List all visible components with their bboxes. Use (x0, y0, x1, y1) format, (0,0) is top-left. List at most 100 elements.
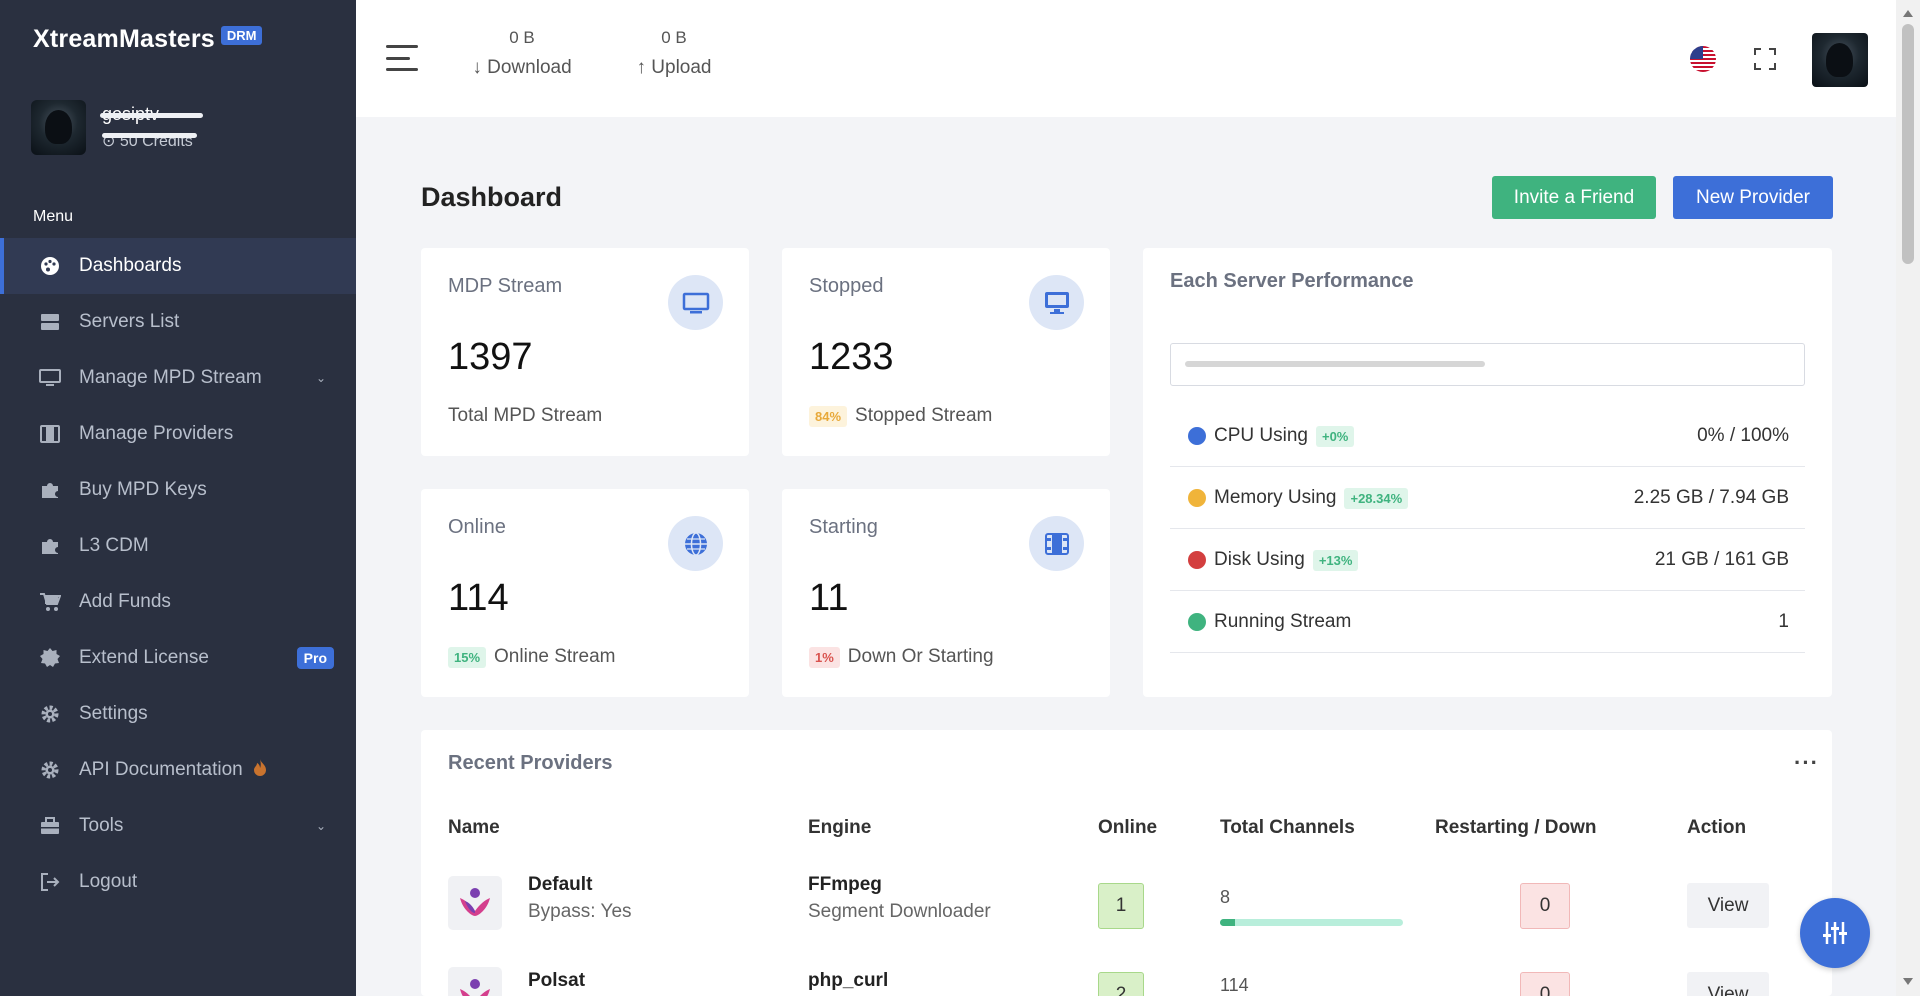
percent-badge: 1% (809, 646, 840, 668)
stat-card-mdp-stream: MDP Stream 1397 Total MPD Stream (421, 248, 749, 456)
online-count: 1 (1098, 883, 1144, 929)
sidebar-item-buy-mpd-keys[interactable]: Buy MPD Keys (0, 462, 356, 518)
avatar[interactable] (1812, 33, 1868, 87)
perf-tag: +0% (1315, 425, 1355, 447)
stat-sub: 15% Online Stream (448, 646, 615, 668)
total-channels: 114 (1220, 975, 1249, 995)
percent-badge: 84% (809, 405, 848, 427)
stat-label: MDP Stream (448, 275, 563, 297)
user-profile[interactable]: gosiptv ⊙ 50 Credits (31, 100, 203, 155)
avatar (31, 100, 86, 155)
settings-sliders-button[interactable] (1800, 898, 1870, 968)
provider-logo-icon (448, 876, 502, 930)
brand-badge: DRM (220, 26, 263, 45)
scroll-down-icon[interactable] (1903, 978, 1913, 985)
sidebar-item-settings[interactable]: Settings (0, 686, 356, 742)
chevron-down-icon: ⌄ (315, 371, 326, 385)
stat-card-online: Online 114 15% Online Stream (421, 489, 749, 697)
stat-value: 1397 (448, 336, 533, 378)
perf-row-running: Running Stream 1 (1170, 592, 1805, 653)
download-label: ↓ Download (472, 57, 572, 78)
stat-value: 11 (809, 577, 849, 619)
scroll-thumb[interactable] (1902, 24, 1914, 264)
perf-tag: +28.34% (1344, 487, 1409, 509)
sidebar-item-servers-list[interactable]: Servers List (0, 294, 356, 350)
scrollbar[interactable] (1896, 0, 1920, 996)
sidebar-item-label: Buy MPD Keys (79, 479, 207, 500)
online-count: 2 (1098, 972, 1144, 996)
menu-toggle-icon[interactable] (386, 45, 418, 71)
gear-icon (39, 703, 61, 725)
perf-label: Running Stream (1214, 611, 1352, 632)
desktop-icon (1029, 275, 1084, 330)
column-header: Name (448, 817, 500, 838)
download-value: 0 B (509, 28, 535, 47)
globe-icon (668, 516, 723, 571)
perf-tag: +13% (1312, 549, 1359, 571)
sliders-icon (1823, 922, 1847, 944)
download-stat: 0 B ↓ Download (466, 28, 578, 79)
status-dot (1188, 427, 1206, 445)
upload-stat: 0 B ↑ Upload (626, 28, 722, 79)
sidebar-item-label: Dashboards (79, 255, 182, 276)
down-count: 0 (1520, 883, 1570, 929)
server-select[interactable] (1170, 343, 1805, 386)
provider-name: Default (528, 874, 593, 895)
monitor-icon (39, 367, 61, 389)
new-provider-button[interactable]: New Provider (1673, 176, 1833, 219)
us-flag-icon[interactable] (1690, 46, 1716, 72)
view-button[interactable]: View (1687, 883, 1769, 928)
topbar: 0 B ↓ Download 0 B ↑ Upload (356, 0, 1896, 117)
sidebar-item-label: Tools (79, 815, 124, 836)
down-count: 0 (1520, 972, 1570, 996)
stat-card-stopped: Stopped 1233 84% Stopped Stream (782, 248, 1110, 456)
stat-value: 1233 (809, 336, 894, 378)
perf-row-memory: Memory Using +28.34% 2.25 GB / 7.94 GB (1170, 468, 1805, 529)
status-dot (1188, 551, 1206, 569)
sidebar-item-tools[interactable]: Tools ⌄ (0, 798, 356, 854)
provider-engine-sub: Segment Downloader (808, 901, 991, 922)
column-header: Restarting / Down (1435, 817, 1597, 838)
column-header: Engine (808, 817, 872, 838)
film-icon (39, 423, 61, 445)
sidebar-item-label: Settings (79, 703, 148, 724)
perf-row-disk: Disk Using +13% 21 GB / 161 GB (1170, 530, 1805, 591)
brand-name: XtreamMasters (33, 25, 215, 53)
more-options-icon[interactable]: ··· (1794, 750, 1819, 775)
column-header: Online (1098, 817, 1158, 838)
sidebar: XtreamMasters DRM gosiptv ⊙ 50 Credits M… (0, 0, 356, 996)
arrow-down-icon: ↓ (472, 57, 482, 78)
perf-row-cpu: CPU Using +0% 0% / 100% (1170, 406, 1805, 467)
brand[interactable]: XtreamMasters DRM (33, 25, 263, 54)
sidebar-item-l3-cdm[interactable]: L3 CDM (0, 518, 356, 574)
upload-value: 0 B (661, 28, 687, 47)
upload-label: ↑ Upload (636, 57, 712, 78)
sidebar-item-manage-providers[interactable]: Manage Providers (0, 406, 356, 462)
palette-icon (39, 255, 61, 277)
sidebar-item-dashboards[interactable]: Dashboards (0, 238, 356, 294)
sidebar-item-label: API Documentation (79, 759, 243, 780)
column-header: Total Channels (1220, 817, 1355, 838)
view-button[interactable]: View (1687, 972, 1769, 996)
perf-label: Memory Using (1214, 487, 1337, 508)
sidebar-item-label: Manage MPD Stream (79, 367, 262, 388)
toolbox-icon (39, 815, 61, 837)
column-header: Action (1687, 817, 1747, 838)
sidebar-item-label: Servers List (79, 311, 180, 332)
provider-name: Polsat (528, 970, 586, 991)
perf-label: CPU Using (1214, 425, 1308, 446)
fullscreen-icon[interactable] (1754, 48, 1776, 70)
sidebar-item-label: Logout (79, 871, 138, 892)
chevron-down-icon: ⌄ (315, 819, 326, 833)
sidebar-item-api-documentation[interactable]: API Documentation (0, 742, 356, 798)
stat-sub: 1% Down Or Starting (809, 646, 994, 668)
sidebar-item-add-funds[interactable]: Add Funds (0, 574, 356, 630)
perf-value: 0% / 100% (1697, 425, 1789, 446)
scroll-up-icon[interactable] (1903, 10, 1913, 17)
sidebar-item-manage-mpd-stream[interactable]: Manage MPD Stream ⌄ (0, 350, 356, 406)
invite-friend-button[interactable]: Invite a Friend (1492, 176, 1656, 219)
percent-badge: 15% (448, 646, 487, 668)
sidebar-item-extend-license[interactable]: Extend License Pro (0, 630, 356, 686)
perf-value: 21 GB / 161 GB (1654, 549, 1789, 570)
sidebar-item-logout[interactable]: Logout (0, 854, 356, 910)
